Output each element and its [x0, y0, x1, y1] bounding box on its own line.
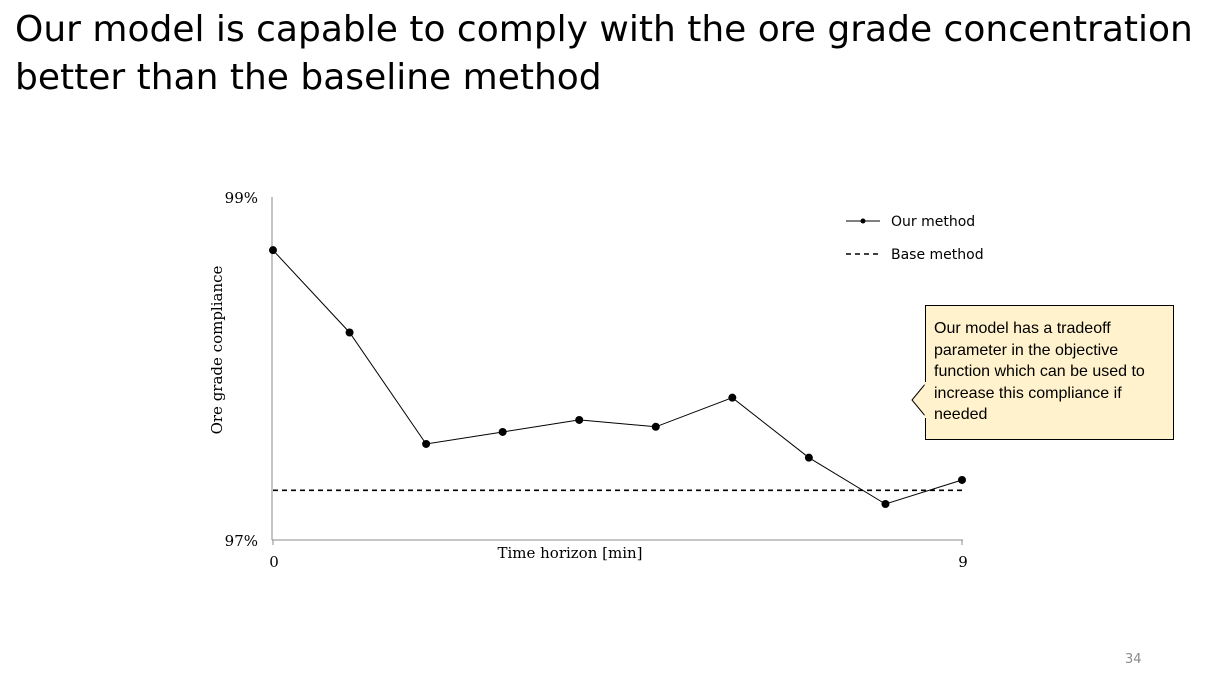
y-axis-label: Ore grade compliance: [208, 265, 226, 434]
y-tick-label: 99%: [225, 189, 258, 207]
y-tick-label: 97%: [225, 532, 258, 550]
data-point: [422, 439, 431, 448]
data-point: [881, 499, 890, 508]
legend-marker: [860, 218, 866, 224]
x-tick-label: 0: [269, 553, 279, 571]
x-axis-label: Time horizon [min]: [497, 544, 642, 562]
data-point: [575, 415, 584, 424]
callout-note: Our model has a tradeoff parameter in th…: [925, 305, 1174, 440]
series-our-method-line: [272, 249, 963, 505]
chart-legend: Our method Base method: [846, 214, 984, 263]
data-point: [804, 453, 813, 462]
y-tick-labels: 97% 99%: [225, 189, 258, 550]
data-point: [498, 427, 507, 436]
series-layer: [269, 246, 966, 508]
data-point: [958, 475, 966, 484]
data-point: [651, 422, 660, 431]
page-number: 34: [1125, 652, 1142, 667]
data-point: [269, 246, 277, 255]
data-point: [345, 328, 354, 337]
chart-axes: [271, 197, 963, 541]
slide-title: Our model is capable to comply with the …: [15, 9, 1193, 98]
data-point: [728, 393, 737, 402]
legend-label: Our method: [891, 214, 975, 230]
callout-pointer: [911, 382, 928, 419]
legend-label: Base method: [891, 247, 984, 263]
x-tick-label: 9: [958, 553, 968, 571]
